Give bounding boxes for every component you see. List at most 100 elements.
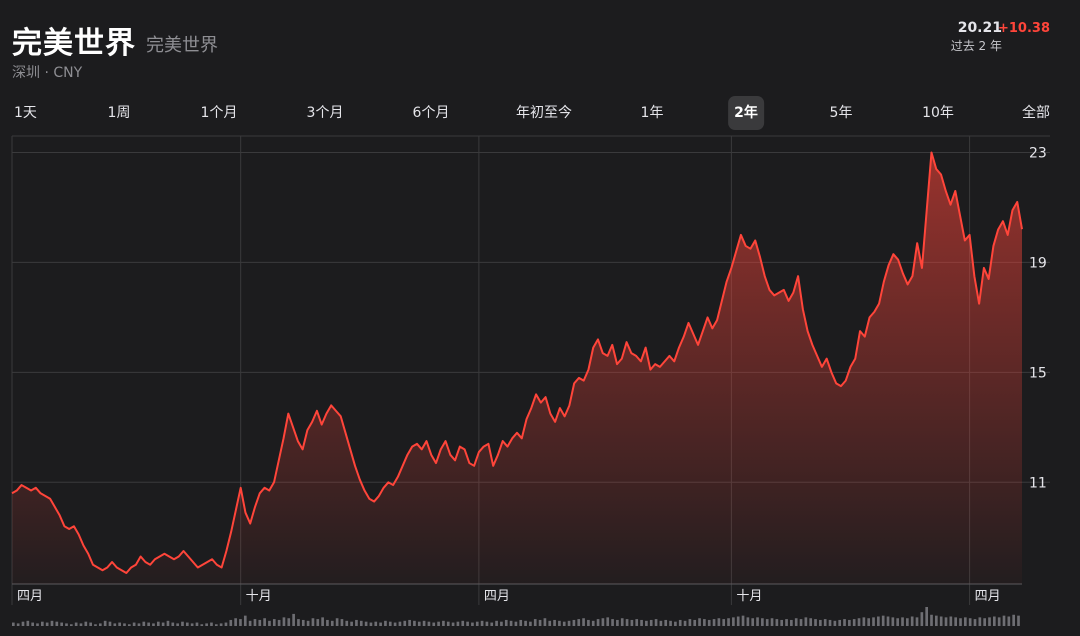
range-button-2[interactable]: 1个月: [200, 105, 238, 121]
volume-bar: [611, 619, 614, 626]
volume-bar: [693, 619, 697, 626]
volume-bar: [446, 621, 450, 626]
volume-bar: [118, 622, 121, 626]
volume-bar: [968, 618, 972, 626]
range-button-8[interactable]: 5年: [829, 105, 853, 121]
volume-bar: [127, 624, 131, 626]
volume-bar: [988, 617, 991, 626]
volume-bar: [674, 621, 677, 626]
volume-bar: [427, 621, 431, 626]
volume-bar: [765, 619, 769, 626]
volume-bar: [108, 621, 112, 626]
volume-bar: [330, 620, 334, 626]
volume-bar: [736, 616, 740, 626]
volume-bar: [930, 614, 933, 626]
range-button-10[interactable]: 全部: [1022, 105, 1050, 121]
volume-bar: [881, 615, 885, 626]
x-tick-label: 四月: [975, 589, 1001, 604]
volume-bar: [456, 621, 460, 626]
volume-bar: [732, 617, 735, 626]
volume-bar: [843, 619, 846, 626]
range-button-4[interactable]: 6个月: [412, 105, 450, 121]
volume-bar: [248, 620, 252, 626]
stock-name: 完美世界: [12, 26, 136, 61]
time-range-selector: 1天 1周 1个月 3个月 6个月 年初至今 1年 2年 5年 10年 全部: [0, 96, 1080, 130]
volume-bar: [152, 623, 155, 626]
volume-bar: [422, 620, 426, 626]
volume-bar: [287, 618, 291, 626]
volume-bar: [408, 619, 411, 626]
volume-bar: [224, 622, 228, 626]
x-tick-label: 十月: [246, 589, 272, 604]
x-tick-label: 四月: [484, 589, 510, 604]
volume-bar: [582, 618, 585, 626]
volume-bar: [74, 622, 78, 626]
volume-bar: [205, 623, 208, 626]
price-area-fill: [12, 152, 1022, 585]
volume-bar: [533, 619, 537, 626]
volume-bar: [872, 617, 875, 626]
range-button-6[interactable]: 1年: [640, 105, 664, 121]
volume-bar: [239, 619, 242, 626]
chart-axes: 23 19 15 11 四月 十月 四月 十月 四月: [17, 145, 1047, 604]
chart-area: [11, 151, 1023, 585]
volume-bar: [828, 619, 832, 626]
volume-bar: [775, 619, 779, 626]
volume-bar: [707, 619, 711, 626]
volume-bar: [862, 617, 866, 626]
range-button-1[interactable]: 1周: [107, 105, 131, 121]
volume-bar: [26, 620, 30, 626]
volume-bar: [529, 621, 532, 626]
volume-bar: [935, 615, 938, 626]
volume-bar: [355, 619, 358, 626]
range-button-5[interactable]: 年初至今: [516, 105, 572, 121]
volume-bar: [790, 619, 793, 626]
volume-bar: [147, 622, 150, 626]
volume-bar: [910, 616, 914, 626]
volume-bar: [132, 622, 136, 626]
volume-bar: [722, 619, 726, 626]
range-button-0[interactable]: 1天: [14, 105, 37, 121]
volume-bar: [973, 619, 977, 626]
volume-bar: [321, 617, 324, 626]
range-button-3[interactable]: 3个月: [306, 105, 344, 121]
volume-bar: [200, 624, 204, 626]
volume-bar: [311, 618, 315, 626]
change-period: 过去 2 年: [950, 39, 1002, 53]
volume-bar: [799, 619, 803, 626]
volume-bar: [886, 616, 890, 626]
volume-bar: [12, 622, 15, 626]
volume-bar: [345, 620, 349, 626]
volume-bar: [480, 620, 484, 626]
volume-bar: [326, 619, 329, 626]
volume-bar: [229, 619, 233, 626]
volume-bar: [195, 622, 199, 626]
volume-bar: [1017, 615, 1020, 626]
volume-bar: [601, 618, 605, 626]
volume-bar: [282, 617, 286, 626]
volume-bar: [848, 619, 851, 626]
volume-bar: [301, 619, 305, 626]
volume-bar: [664, 619, 668, 626]
volume-bar: [268, 620, 271, 626]
range-button-9[interactable]: 10年: [922, 105, 954, 121]
volume-bar: [567, 620, 571, 626]
volume-bar: [823, 619, 827, 626]
volume-bar: [577, 619, 581, 626]
volume-bar: [504, 619, 508, 626]
volume-bar: [272, 619, 276, 626]
volume-bar: [804, 617, 808, 626]
volume-bar: [959, 618, 962, 626]
volume-bar: [176, 623, 179, 626]
volume-bar: [113, 623, 117, 626]
volume-bar: [620, 618, 624, 626]
volume-bar: [137, 623, 141, 626]
range-button-7[interactable]: 2年: [728, 96, 764, 130]
volume-bar: [1002, 615, 1006, 626]
volume-bar: [756, 617, 759, 626]
volume-bar: [915, 617, 919, 626]
volume-bar: [234, 618, 237, 626]
volume-bar: [190, 623, 194, 626]
x-tick-label: 十月: [736, 589, 762, 604]
